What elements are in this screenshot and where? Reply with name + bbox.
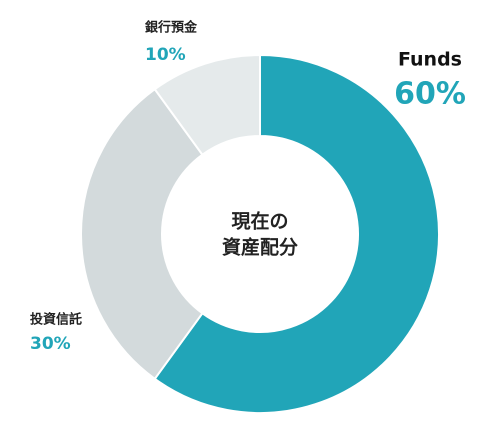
value-label: 60% bbox=[394, 77, 466, 112]
value-label: 10% bbox=[145, 45, 186, 65]
value-label: 30% bbox=[30, 334, 71, 354]
slice bbox=[153, 53, 261, 157]
center-label: 現在の bbox=[231, 210, 288, 233]
slice-name: 投資信託 bbox=[30, 312, 82, 328]
slice-name: 銀行預金 bbox=[145, 20, 198, 36]
slice bbox=[153, 53, 440, 414]
center-label: 資産配分 bbox=[222, 236, 298, 259]
slice-name: Funds bbox=[398, 49, 462, 71]
slice bbox=[80, 87, 204, 381]
slices bbox=[80, 53, 440, 414]
